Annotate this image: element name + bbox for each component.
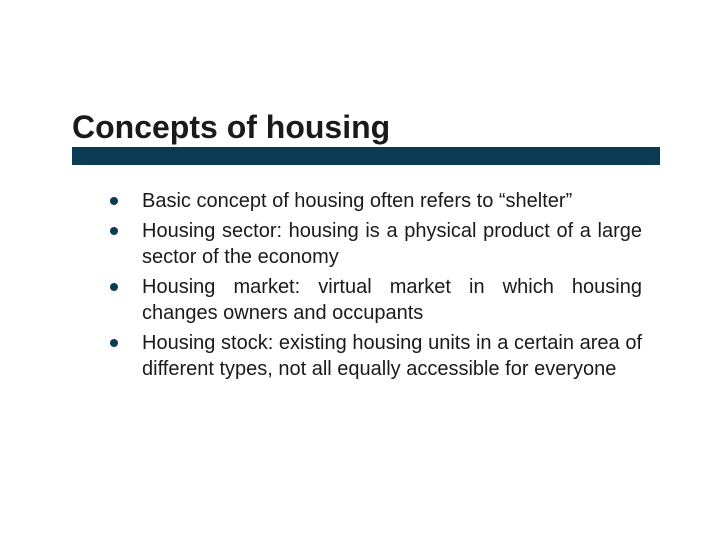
- list-item: Housing stock: existing housing units in…: [110, 330, 642, 382]
- list-item: Housing sector: housing is a physical pr…: [110, 218, 642, 270]
- list-item-text: Housing market: virtual market in which …: [142, 274, 642, 326]
- slide: Concepts of housing Basic concept of hou…: [0, 0, 720, 540]
- title-underline: [72, 147, 660, 165]
- list-item-text: Basic concept of housing often refers to…: [142, 188, 642, 214]
- title-area: Concepts of housing: [72, 110, 660, 165]
- list-item-text: Housing sector: housing is a physical pr…: [142, 218, 642, 270]
- slide-title: Concepts of housing: [72, 110, 660, 145]
- bullet-icon: [110, 197, 118, 205]
- bullet-icon: [110, 339, 118, 347]
- list-item-text: Housing stock: existing housing units in…: [142, 330, 642, 382]
- slide-body: Basic concept of housing often refers to…: [110, 188, 642, 386]
- list-item: Housing market: virtual market in which …: [110, 274, 642, 326]
- bullet-icon: [110, 283, 118, 291]
- list-item: Basic concept of housing often refers to…: [110, 188, 642, 214]
- bullet-icon: [110, 227, 118, 235]
